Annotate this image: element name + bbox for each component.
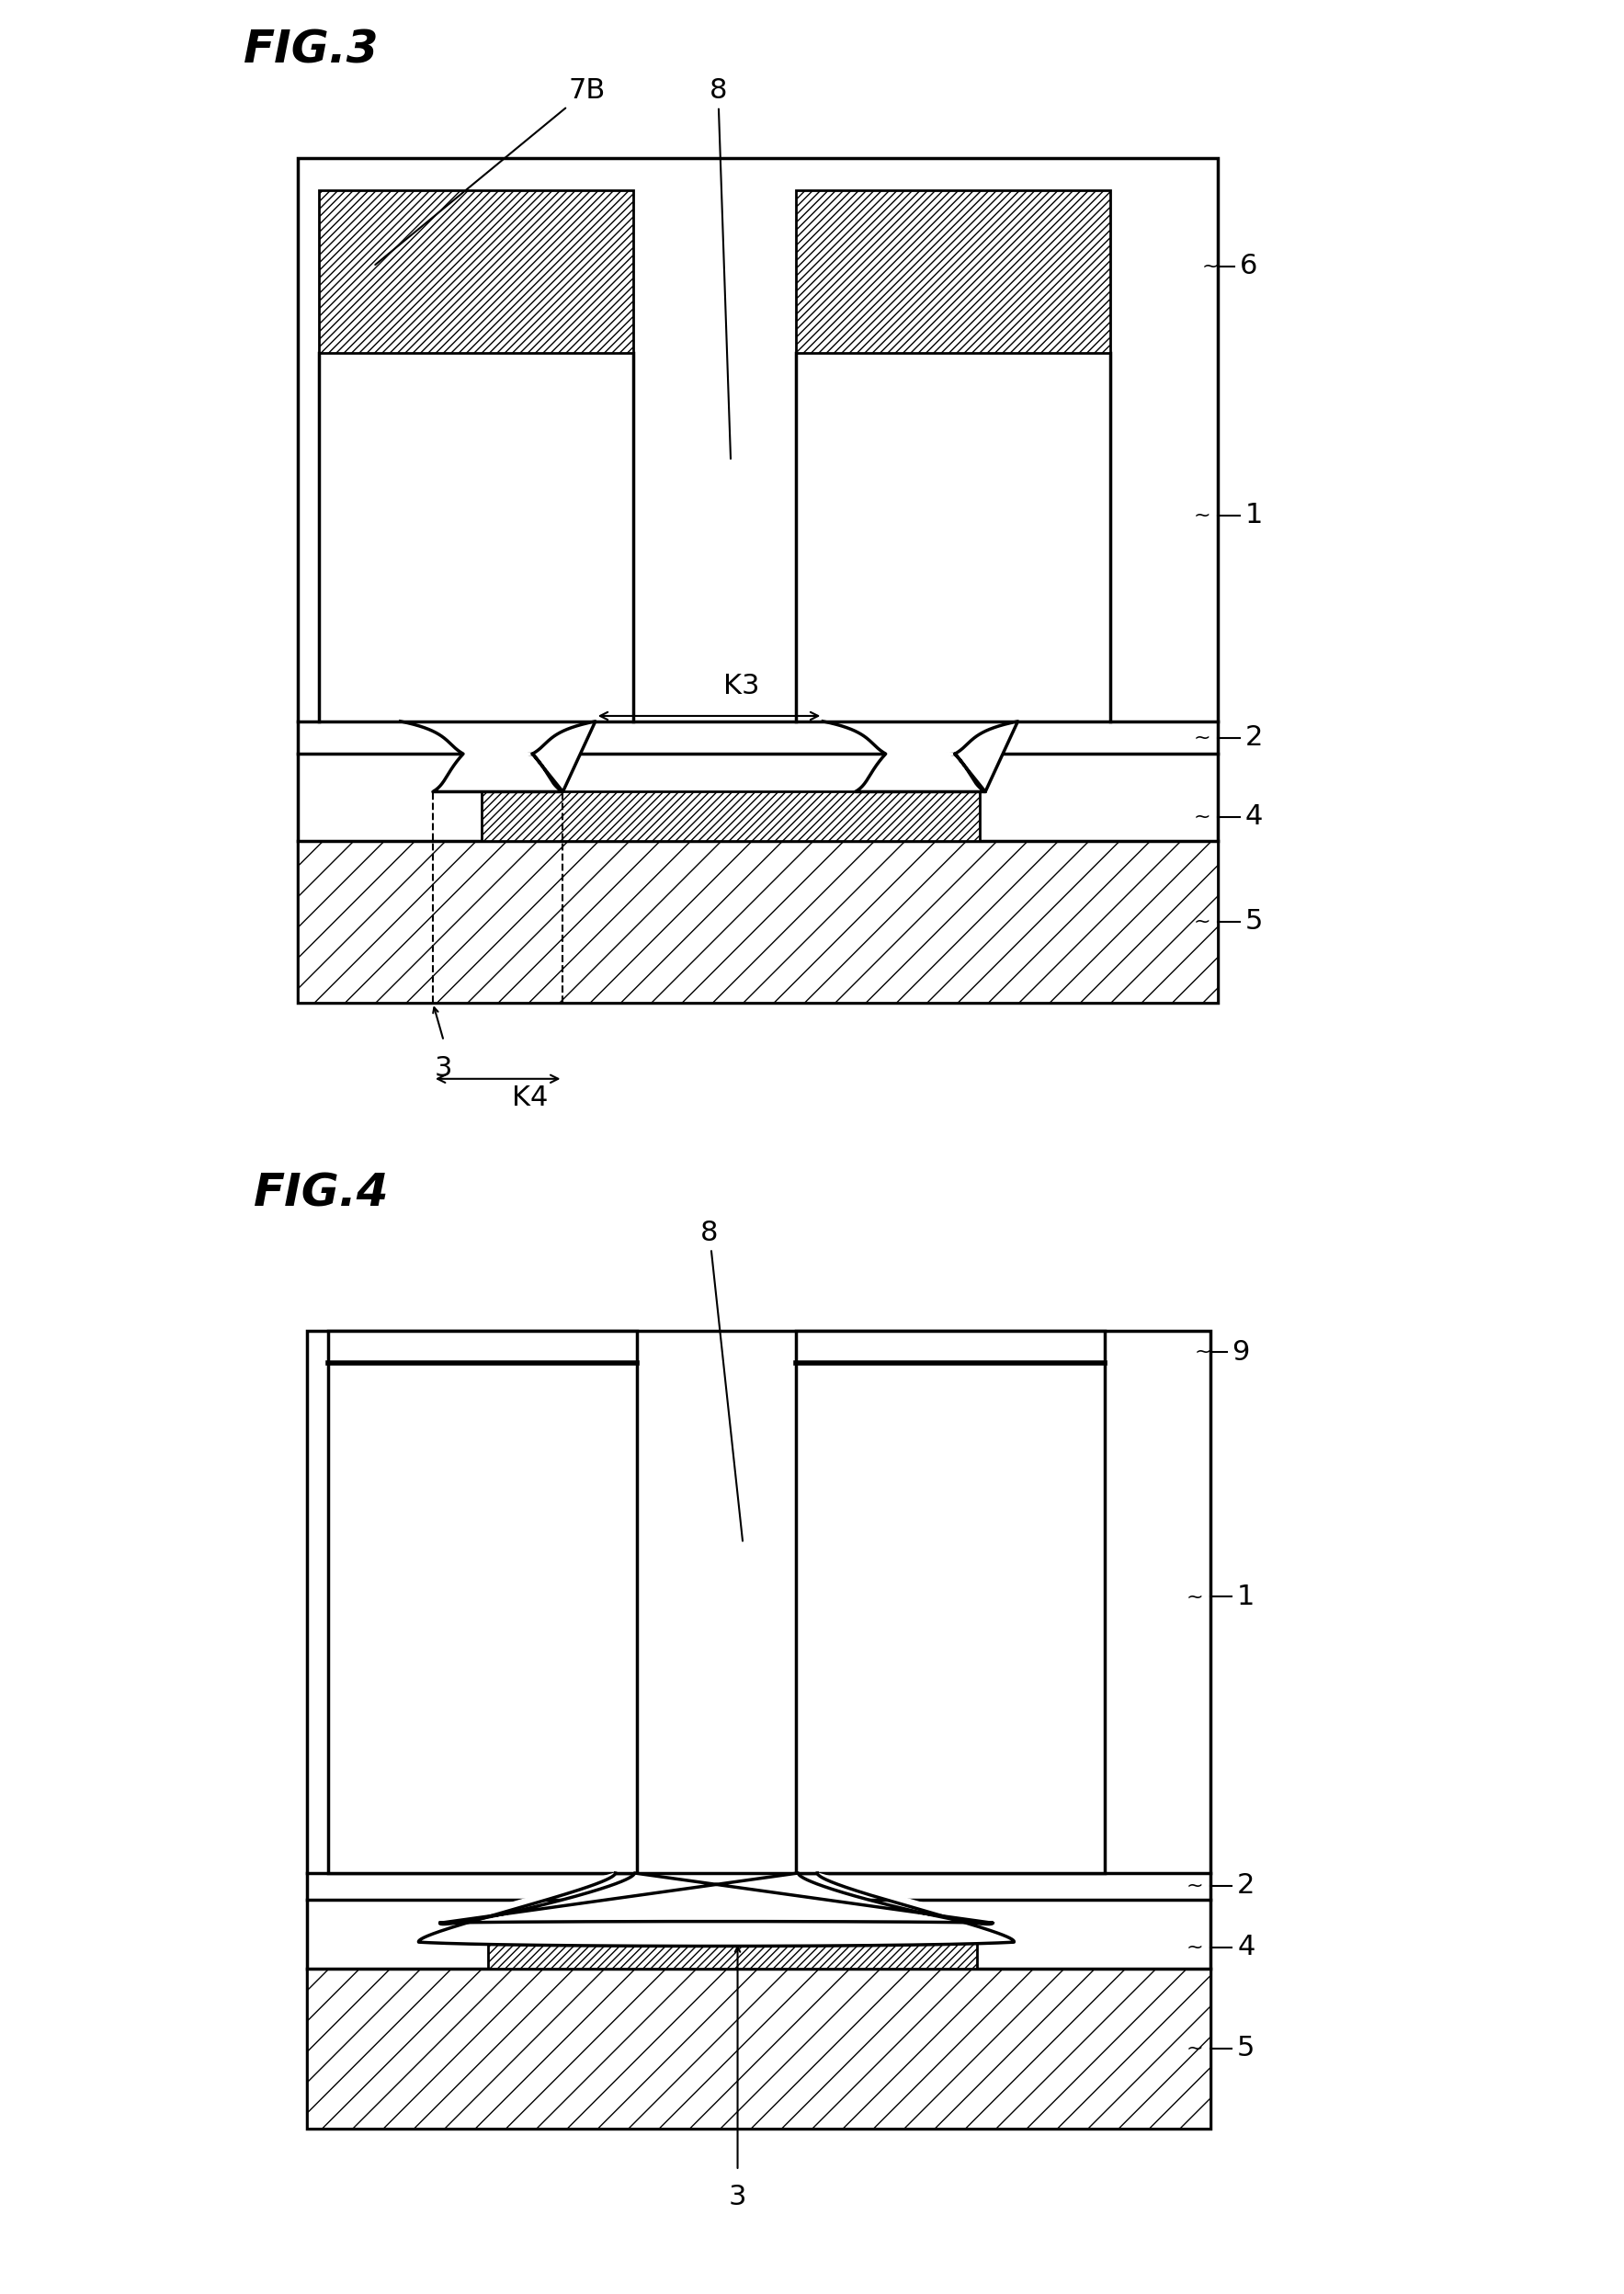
Text: 3: 3 bbox=[729, 2184, 747, 2211]
Polygon shape bbox=[419, 1872, 1013, 1945]
Text: 9: 9 bbox=[1233, 1340, 1250, 1365]
Text: 4: 4 bbox=[1237, 1934, 1255, 1961]
Text: 7B: 7B bbox=[375, 78, 606, 264]
Text: 5: 5 bbox=[1246, 908, 1263, 936]
Text: 2: 2 bbox=[1246, 725, 1263, 750]
Text: ~: ~ bbox=[1186, 1587, 1203, 1606]
Text: ~: ~ bbox=[1186, 1876, 1203, 1895]
Text: ~: ~ bbox=[1194, 807, 1210, 826]
Text: 3: 3 bbox=[435, 1055, 453, 1080]
Bar bbox=[307, 1331, 1210, 2129]
Text: 8: 8 bbox=[710, 78, 731, 459]
Text: 4: 4 bbox=[1246, 803, 1263, 830]
Text: ~: ~ bbox=[1202, 257, 1220, 275]
Bar bbox=[307, 1968, 1210, 2129]
Text: ~: ~ bbox=[1194, 913, 1210, 931]
Text: FIG.3: FIG.3 bbox=[244, 28, 378, 71]
Bar bbox=[487, 1927, 976, 1968]
Bar bbox=[297, 158, 1218, 1002]
Text: 1: 1 bbox=[1246, 502, 1263, 530]
Text: ~: ~ bbox=[1186, 1938, 1203, 1957]
Text: ~: ~ bbox=[1186, 2039, 1203, 2058]
Polygon shape bbox=[401, 720, 596, 791]
Text: FIG.4: FIG.4 bbox=[253, 1172, 390, 1216]
Text: ~: ~ bbox=[1194, 729, 1210, 748]
Bar bbox=[318, 190, 633, 353]
Bar bbox=[482, 791, 979, 840]
Text: 2: 2 bbox=[1237, 1872, 1255, 1899]
Text: K3: K3 bbox=[723, 672, 760, 700]
Text: 1: 1 bbox=[1237, 1583, 1255, 1610]
Text: 8: 8 bbox=[700, 1218, 742, 1542]
Text: 6: 6 bbox=[1239, 252, 1257, 280]
Text: K4: K4 bbox=[512, 1085, 549, 1110]
Bar bbox=[796, 190, 1109, 353]
Polygon shape bbox=[823, 720, 1018, 791]
Bar bbox=[297, 840, 1218, 1002]
Text: ~: ~ bbox=[1195, 1342, 1212, 1360]
Bar bbox=[328, 1331, 637, 1872]
Bar bbox=[796, 1331, 1104, 1872]
Text: ~: ~ bbox=[1194, 507, 1210, 525]
Text: 5: 5 bbox=[1237, 2035, 1255, 2062]
